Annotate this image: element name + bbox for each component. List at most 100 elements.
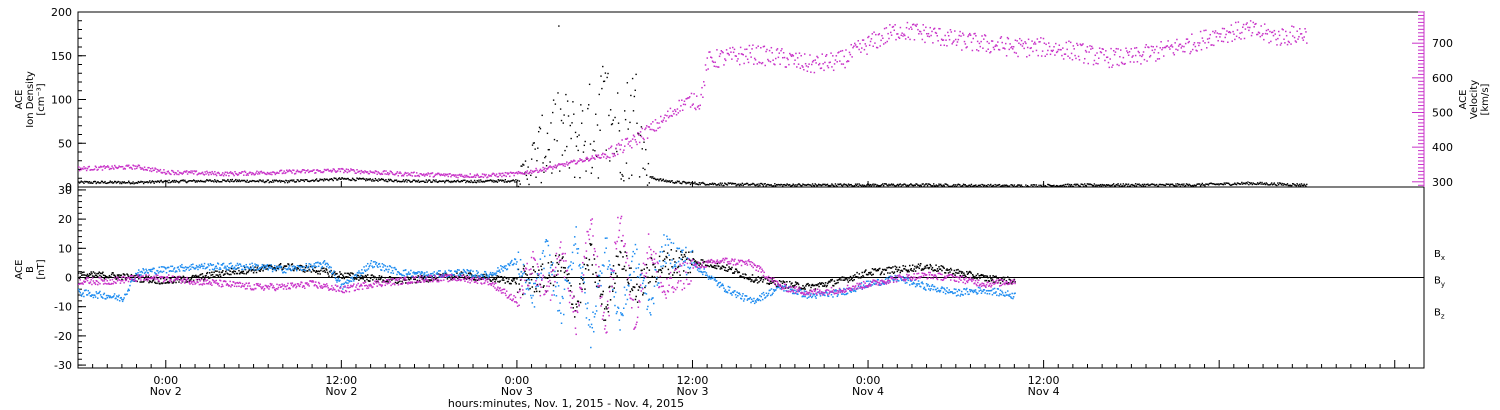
bx-point	[864, 270, 866, 272]
density-point	[868, 184, 871, 187]
by-point	[362, 272, 365, 274]
velocity-point	[664, 114, 666, 116]
density-point	[668, 180, 671, 182]
velocity-point	[246, 173, 249, 175]
bx-point	[451, 275, 453, 277]
by-point	[533, 282, 535, 285]
velocity-point	[718, 55, 721, 58]
velocity-point	[1097, 62, 1099, 65]
velocity-point	[962, 34, 965, 36]
by-point	[562, 313, 565, 316]
by-point	[476, 272, 479, 275]
velocity-point	[1154, 48, 1156, 51]
bx-point	[429, 280, 431, 282]
bx-point	[216, 274, 219, 276]
bx-point	[162, 282, 164, 284]
density-point	[141, 181, 143, 183]
by-point	[226, 265, 228, 267]
density-point	[1175, 183, 1177, 185]
density-point	[1204, 185, 1206, 187]
velocity-point	[633, 135, 636, 138]
velocity-point	[279, 170, 281, 172]
by-point	[615, 312, 618, 315]
velocity-point	[216, 172, 219, 174]
velocity-point	[1213, 32, 1216, 34]
by-point	[479, 275, 482, 278]
velocity-point	[976, 40, 979, 43]
velocity-point	[681, 99, 683, 101]
bx-point	[972, 275, 975, 277]
velocity-point	[1070, 52, 1073, 55]
density-point	[289, 179, 291, 182]
bx-point	[954, 274, 956, 276]
bx-point	[1004, 276, 1006, 279]
density-point	[244, 180, 247, 183]
density-point	[967, 185, 969, 187]
bx-point	[770, 280, 772, 283]
velocity-point	[850, 43, 852, 46]
density-point	[600, 75, 602, 77]
bx-point	[952, 272, 955, 275]
density-axis-label-line: Ion Density	[25, 71, 36, 128]
by-point	[345, 282, 348, 284]
velocity-point	[371, 171, 373, 173]
density-point	[425, 179, 428, 181]
velocity-point	[300, 170, 303, 173]
density-point	[553, 138, 556, 141]
velocity-point	[670, 114, 673, 117]
bx-point	[872, 273, 874, 276]
density-point	[652, 177, 655, 180]
bx-point	[127, 275, 130, 278]
velocity-point	[458, 174, 460, 176]
by-point	[521, 275, 523, 277]
density-point	[777, 183, 780, 186]
velocity-point	[1170, 45, 1172, 47]
velocity-point	[688, 97, 690, 99]
density-point	[1238, 182, 1240, 185]
bx-point	[253, 269, 256, 272]
by-point	[403, 275, 406, 277]
velocity-point	[1245, 23, 1248, 26]
bx-point	[639, 286, 641, 289]
density-point	[717, 183, 719, 186]
velocity-point	[940, 38, 943, 41]
density-point	[1004, 184, 1006, 186]
by-point	[141, 271, 144, 274]
velocity-point	[832, 69, 835, 72]
density-point	[315, 178, 318, 180]
density-point	[659, 178, 661, 180]
velocity-point	[516, 171, 518, 174]
velocity-point	[1126, 50, 1128, 52]
density-point	[857, 185, 859, 187]
density-point	[1073, 183, 1075, 186]
bx-point	[685, 258, 688, 261]
density-point	[1287, 184, 1290, 187]
density-point	[277, 180, 279, 183]
density-point	[889, 184, 891, 186]
bx-point	[861, 271, 863, 274]
by-point	[244, 268, 246, 271]
velocity-point	[276, 171, 278, 174]
density-point	[329, 178, 331, 180]
density-point	[303, 180, 306, 183]
velocity-point	[536, 169, 538, 172]
density-point	[575, 145, 578, 147]
density-point	[363, 178, 365, 180]
density-point	[970, 183, 973, 186]
velocity-point	[412, 172, 414, 174]
by-point	[216, 262, 219, 264]
by-point	[230, 262, 232, 265]
density-point	[174, 181, 176, 183]
bx-point	[761, 276, 763, 279]
bx-point	[325, 269, 328, 271]
bx-point	[380, 277, 382, 280]
bx-point	[399, 280, 401, 283]
velocity-point	[904, 34, 906, 37]
by-point	[295, 268, 297, 270]
density-point	[690, 182, 693, 184]
by-point	[271, 267, 273, 269]
bx-point	[967, 272, 970, 275]
velocity-point	[563, 163, 565, 165]
bx-point	[304, 266, 307, 269]
bx-point	[971, 277, 973, 279]
